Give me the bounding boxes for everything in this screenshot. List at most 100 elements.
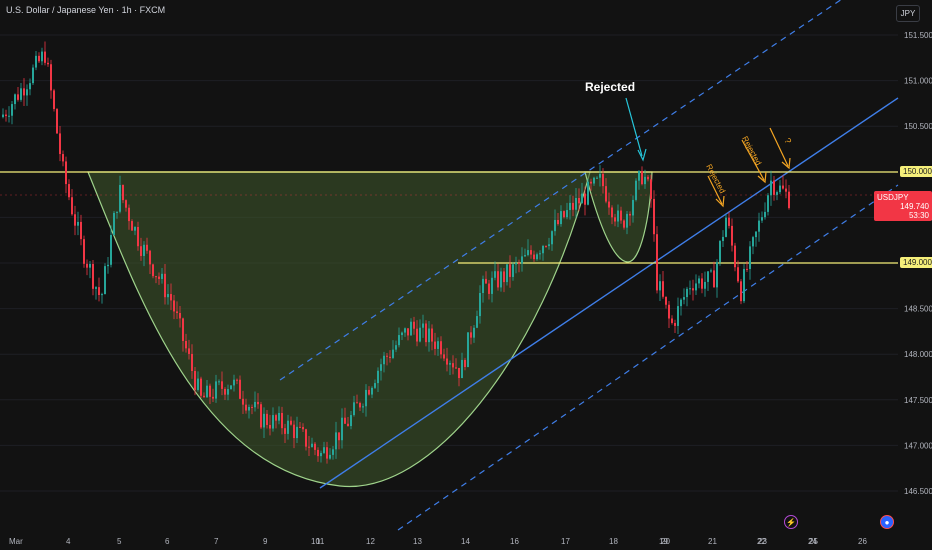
candle-body [473, 327, 475, 338]
candle-body [515, 262, 517, 265]
candle-body [389, 356, 391, 358]
candle-body [104, 266, 106, 295]
candle-body [233, 379, 235, 386]
candle-body [71, 197, 73, 215]
time-tick: 20 [661, 537, 670, 546]
candle-body [653, 198, 655, 235]
candle-body [83, 239, 85, 264]
candle-body [215, 381, 217, 399]
candle-body [230, 385, 232, 390]
candle-body [560, 211, 562, 225]
candle-body [20, 88, 22, 100]
candle-body [761, 217, 763, 221]
candle-body [689, 288, 691, 290]
time-tick: 23 [758, 537, 767, 546]
level-tag-149: 149.000 [900, 257, 932, 268]
candle-body [506, 264, 508, 283]
candle-body [284, 428, 286, 434]
time-tick: 26 [858, 537, 867, 546]
candle-body [500, 271, 502, 288]
candle-body [782, 185, 784, 189]
candle-body [29, 83, 31, 90]
candle-body [401, 332, 403, 336]
candle-body [86, 263, 88, 268]
candle-body [629, 213, 631, 216]
time-tick: 22 [757, 537, 766, 546]
candle-body [569, 202, 571, 211]
candle-body [764, 211, 766, 218]
time-tick: Mar [9, 537, 23, 546]
candle-body [32, 67, 34, 84]
candle-body [647, 176, 649, 180]
candle-body [548, 244, 550, 247]
candle-body [767, 195, 769, 212]
candle-body [461, 359, 463, 379]
price-tick: 150.500 [904, 122, 932, 131]
candle-body [26, 89, 28, 96]
time-tick: 18 [609, 537, 618, 546]
candle-body [170, 294, 172, 301]
candle-body [317, 449, 319, 457]
candle-body [314, 443, 316, 450]
candle-body [692, 288, 694, 291]
candle-body [320, 452, 322, 457]
candle-body [158, 276, 160, 279]
candle-body [98, 287, 100, 296]
candle-body [122, 184, 124, 201]
candle-body [227, 389, 229, 395]
candle-body [14, 94, 16, 105]
candle-body [479, 293, 481, 317]
candle-body [278, 412, 280, 421]
candle-body [365, 389, 367, 407]
candle-body [431, 328, 433, 342]
candle-body [179, 312, 181, 319]
candle-body [752, 237, 754, 247]
candle-body [272, 415, 274, 429]
candle-body [197, 378, 199, 390]
candle-body [218, 381, 220, 383]
candle-body [641, 170, 643, 185]
candle-body [302, 427, 304, 430]
us-flag-icon[interactable]: ● [880, 515, 894, 529]
candle-body [482, 278, 484, 294]
lightning-icon[interactable]: ⚡ [784, 515, 798, 529]
candle-body [485, 278, 487, 284]
candle-body [146, 244, 148, 251]
candle-body [602, 173, 604, 187]
candle-body [137, 227, 139, 247]
candle-body [182, 318, 184, 341]
candle-body [707, 271, 709, 282]
candle-body [161, 273, 163, 279]
candle-body [194, 370, 196, 390]
currency-button[interactable]: JPY [896, 5, 920, 22]
candle-body [725, 217, 727, 237]
price-tick: 148.000 [904, 350, 932, 359]
candle-body [101, 294, 103, 296]
candle-body [566, 210, 568, 218]
candle-body [92, 263, 94, 289]
candle-body [722, 236, 724, 242]
candle-body [491, 277, 493, 294]
candle-body [578, 197, 580, 204]
candle-body [665, 296, 667, 305]
price-tick: 146.500 [904, 487, 932, 496]
candle-body [668, 304, 670, 319]
candle-body [728, 217, 730, 226]
channel-lines [279, 0, 899, 531]
candle-body [593, 177, 595, 184]
candle-body [221, 381, 223, 389]
time-tick: 19 [659, 537, 668, 546]
candle-body [191, 353, 193, 371]
candle-body [248, 406, 250, 411]
candle-body [716, 262, 718, 288]
candle-body [509, 264, 511, 277]
time-tick: 11 [316, 537, 325, 546]
candle-body [113, 212, 115, 236]
candle-body [440, 341, 442, 355]
candle-body [590, 181, 592, 184]
candle-body [542, 245, 544, 254]
price-tick: 148.500 [904, 305, 932, 314]
candle-body [242, 398, 244, 405]
